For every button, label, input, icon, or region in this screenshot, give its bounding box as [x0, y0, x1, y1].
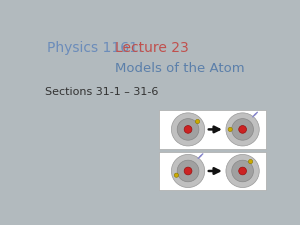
- Circle shape: [226, 113, 259, 146]
- Circle shape: [171, 154, 205, 188]
- Circle shape: [195, 119, 200, 124]
- Circle shape: [248, 160, 253, 164]
- Circle shape: [232, 160, 253, 182]
- Circle shape: [239, 126, 247, 133]
- Circle shape: [239, 167, 247, 175]
- Text: Models of the Atom: Models of the Atom: [115, 62, 244, 75]
- Circle shape: [177, 119, 199, 140]
- Circle shape: [171, 113, 205, 146]
- Text: Physics 1161:: Physics 1161:: [47, 41, 151, 55]
- Circle shape: [232, 119, 253, 140]
- Circle shape: [184, 167, 192, 175]
- Bar: [159, 110, 266, 149]
- Circle shape: [177, 160, 199, 182]
- Text: Lecture 23: Lecture 23: [115, 41, 189, 55]
- Bar: [159, 152, 266, 190]
- Text: Sections 31-1 – 31-6: Sections 31-1 – 31-6: [45, 87, 159, 97]
- Circle shape: [226, 154, 259, 188]
- Circle shape: [174, 173, 178, 177]
- Circle shape: [184, 126, 192, 133]
- Circle shape: [228, 127, 232, 132]
